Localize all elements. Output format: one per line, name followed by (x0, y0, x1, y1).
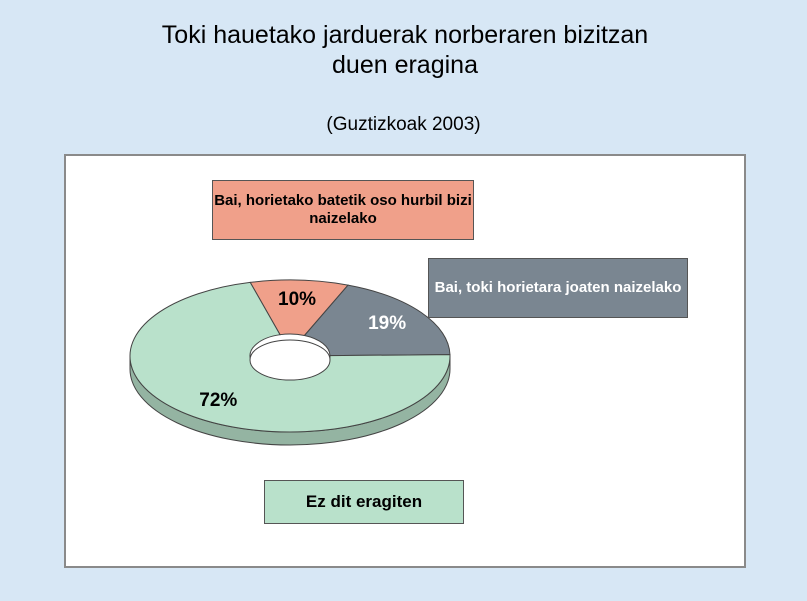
pie-slice (249, 279, 349, 337)
pie-hole (249, 339, 331, 381)
data-label: 10% (278, 289, 316, 310)
chart-subtitle: (Guztizkoak 2003) (326, 114, 481, 135)
legend-entry: Bai, toki horietara joaten naizelako (428, 258, 688, 318)
data-label: 19% (368, 313, 406, 334)
data-label: 72% (199, 390, 237, 411)
chart-title: Toki hauetako jarduerak norberaren bizit… (161, 21, 649, 79)
legend-entry: Bai, horietako batetik oso hurbil bizi n… (212, 180, 474, 240)
pie-slice (303, 284, 451, 357)
legend-entry: Ez dit eragiten (264, 480, 464, 524)
